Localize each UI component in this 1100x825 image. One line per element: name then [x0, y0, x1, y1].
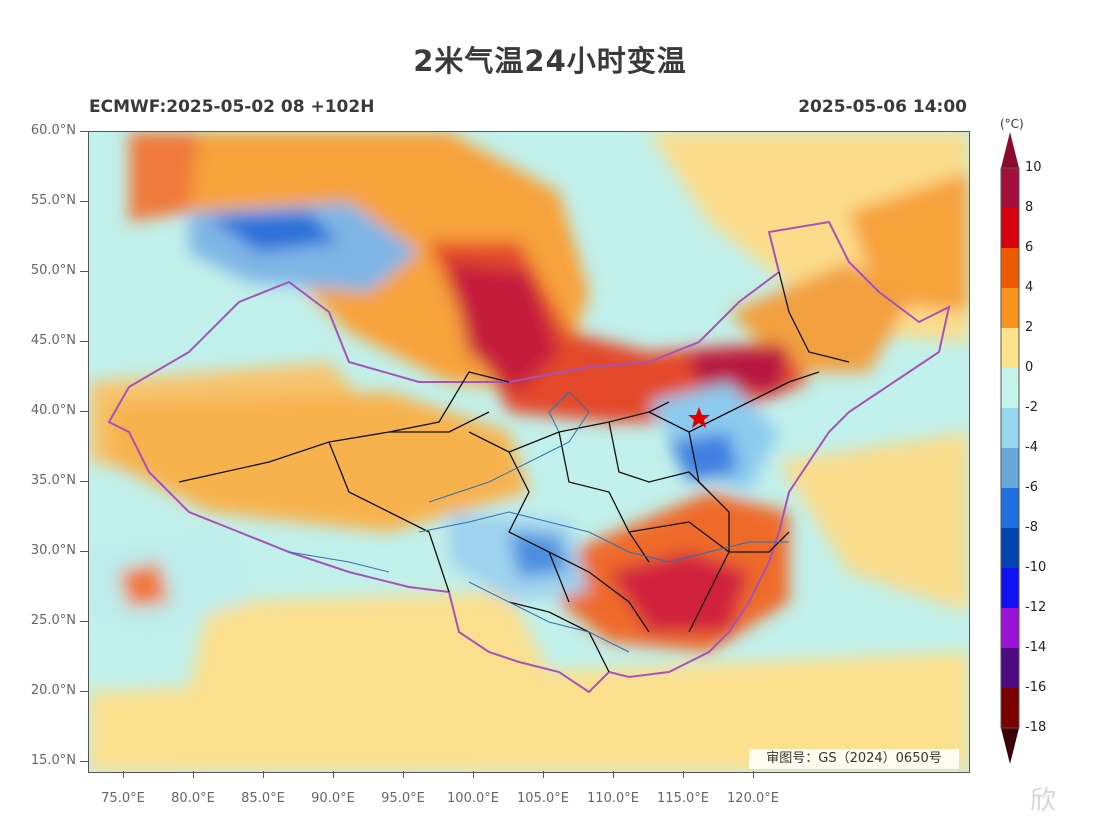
colorbar-segment	[1001, 328, 1019, 368]
colorbar-tick-label: -16	[1025, 680, 1047, 695]
lat-tick-mark	[80, 761, 88, 762]
lat-tick-label: 55.0°N	[30, 193, 76, 208]
lon-tick-mark	[333, 771, 334, 778]
lat-tick-mark	[80, 131, 88, 132]
colorbar-segment	[1001, 288, 1019, 328]
lon-tick-label: 100.0°E	[447, 791, 499, 806]
lat-tick-mark	[80, 201, 88, 202]
lon-tick-mark	[683, 771, 684, 778]
lon-tick-label: 85.0°E	[241, 791, 285, 806]
colorbar-segment	[1001, 368, 1019, 408]
lat-tick-mark	[80, 481, 88, 482]
lon-tick-label: 95.0°E	[381, 791, 425, 806]
lon-tick-mark	[543, 771, 544, 778]
lat-tick-label: 25.0°N	[30, 613, 76, 628]
colorbar-segment	[1001, 168, 1019, 208]
colorbar-tick-label: -14	[1025, 640, 1047, 655]
colorbar-tick-label: -10	[1025, 560, 1047, 575]
colorbar-segment	[1001, 688, 1019, 728]
model-run-label: ECMWF:2025-05-02 08 +102H	[89, 97, 375, 117]
lon-tick-label: 105.0°E	[517, 791, 569, 806]
colorbar-segment	[1001, 448, 1019, 488]
lon-tick-mark	[403, 771, 404, 778]
colorbar	[1000, 132, 1020, 764]
lat-tick-label: 60.0°N	[30, 123, 76, 138]
map-canvas	[89, 132, 969, 772]
colorbar-segment	[1001, 568, 1019, 608]
lon-tick-mark	[263, 771, 264, 778]
lat-tick-mark	[80, 621, 88, 622]
lat-tick-label: 30.0°N	[30, 543, 76, 558]
lat-tick-label: 50.0°N	[30, 263, 76, 278]
colorbar-segment	[1001, 408, 1019, 448]
colorbar-top-arrow	[1001, 132, 1019, 168]
colorbar-segment	[1001, 608, 1019, 648]
lat-tick-mark	[80, 691, 88, 692]
lat-tick-label: 20.0°N	[30, 683, 76, 698]
lat-tick-label: 40.0°N	[30, 403, 76, 418]
colorbar-tick-label: 6	[1025, 240, 1034, 255]
colorbar-unit: (°C)	[1000, 117, 1024, 131]
colorbar-tick-label: -8	[1025, 520, 1038, 535]
lon-tick-mark	[193, 771, 194, 778]
lat-tick-label: 35.0°N	[30, 473, 76, 488]
valid-time-label: 2025-05-06 14:00	[798, 97, 967, 117]
lon-tick-label: 80.0°E	[171, 791, 215, 806]
map-review-number: 审图号：GS（2024）0650号	[749, 749, 959, 769]
colorbar-tick-label: -4	[1025, 440, 1038, 455]
lat-tick-mark	[80, 341, 88, 342]
lon-tick-mark	[613, 771, 614, 778]
colorbar-tick-label: 4	[1025, 280, 1034, 295]
colorbar-segment	[1001, 248, 1019, 288]
colorbar-segment	[1001, 648, 1019, 688]
lon-tick-label: 90.0°E	[311, 791, 355, 806]
capital-marker-icon	[688, 407, 710, 428]
chart-title: 2米气温24小时变温	[413, 44, 687, 78]
colorbar-tick-label: -2	[1025, 400, 1038, 415]
lon-tick-mark	[123, 771, 124, 778]
lon-tick-label: 120.0°E	[727, 791, 779, 806]
colorbar-segment	[1001, 528, 1019, 568]
lon-tick-mark	[473, 771, 474, 778]
colorbar-tick-label: 2	[1025, 320, 1034, 335]
lon-tick-label: 110.0°E	[587, 791, 639, 806]
temperature-change-map	[88, 131, 970, 773]
lat-tick-mark	[80, 271, 88, 272]
lon-tick-mark	[753, 771, 754, 778]
colorbar-segment	[1001, 208, 1019, 248]
colorbar-tick-label: 0	[1025, 360, 1034, 375]
lat-tick-mark	[80, 411, 88, 412]
watermark: 欣	[1030, 786, 1057, 816]
colorbar-tick-label: -6	[1025, 480, 1038, 495]
colorbar-tick-label: 8	[1025, 200, 1034, 215]
lat-tick-label: 45.0°N	[30, 333, 76, 348]
colorbar-tick-label: 10	[1025, 160, 1042, 175]
colorbar-tick-label: -18	[1025, 720, 1047, 735]
colorbar-tick-label: -12	[1025, 600, 1047, 615]
lon-tick-label: 75.0°E	[101, 791, 145, 806]
colorbar-bottom-arrow	[1001, 728, 1019, 764]
lat-tick-label: 15.0°N	[30, 753, 76, 768]
colorbar-outline	[1000, 167, 1020, 729]
lat-tick-mark	[80, 551, 88, 552]
lon-tick-label: 115.0°E	[657, 791, 709, 806]
colorbar-segment	[1001, 488, 1019, 528]
